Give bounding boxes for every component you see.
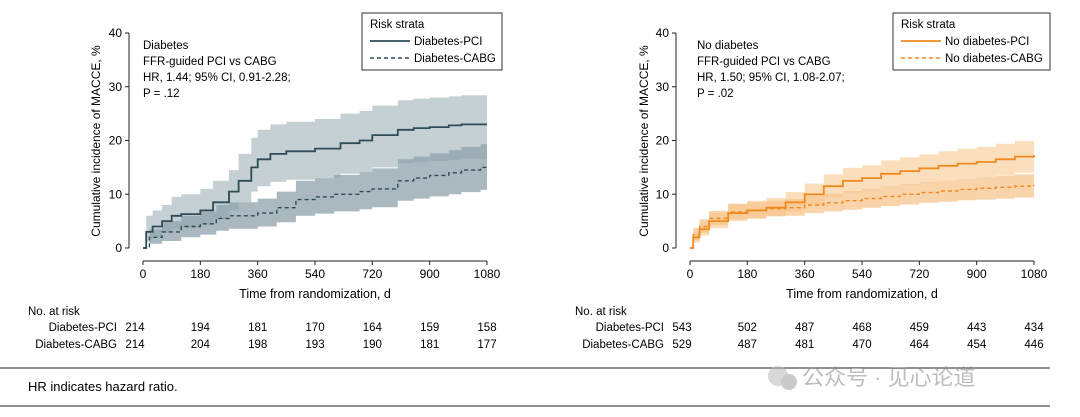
at-risk-value: 177 (477, 339, 496, 351)
y-tick-label: 10 (109, 187, 123, 201)
at-risk-value: 159 (420, 322, 439, 334)
at-risk-value: 468 (852, 322, 871, 334)
at-risk-value: 194 (191, 322, 211, 334)
annotation-p-value: P = .12 (143, 88, 180, 100)
watermark-text: 公众号 · 见心论道 (802, 365, 976, 390)
y-tick-label: 30 (656, 80, 670, 94)
y-tick-label: 10 (656, 187, 670, 201)
at-risk-header: No. at risk (28, 306, 80, 318)
y-tick-label: 40 (109, 26, 123, 40)
y-axis-label: Cumulative incidence of MACCE, % (89, 45, 103, 237)
watermark: 公众号 · 见心论道 (768, 365, 976, 390)
at-risk-group-label: Diabetes-PCI (596, 322, 664, 334)
x-tick-label: 180 (737, 267, 757, 281)
at-risk-value: 470 (852, 339, 871, 351)
x-tick-label: 0 (687, 267, 694, 281)
annotation-title: Diabetes (143, 40, 189, 52)
x-tick-label: 0 (140, 267, 147, 281)
at-risk-value: 529 (672, 339, 691, 351)
at-risk-group-label: Diabetes-PCI (49, 322, 117, 334)
series-line-cabg (143, 166, 487, 249)
y-tick-label: 0 (115, 241, 122, 255)
annotation-title: No diabetes (697, 40, 759, 52)
at-risk-value: 164 (363, 322, 383, 334)
at-risk-value: 446 (1024, 339, 1043, 351)
series-line-pci (143, 123, 487, 249)
at-risk-value: 181 (420, 339, 439, 351)
at-risk-value: 198 (248, 339, 267, 351)
x-tick-label: 1080 (1021, 267, 1048, 281)
at-risk-value: 190 (363, 339, 382, 351)
x-tick-label: 1080 (474, 267, 501, 281)
at-risk-table: No. at risk Diabetes-PCI Diabetes-CABG 5… (575, 306, 1044, 351)
plot-area: 0 10 20 30 40 0 180 360 540 720 900 1080 (109, 26, 501, 281)
at-risk-value: 464 (910, 339, 930, 351)
at-risk-value: 443 (967, 322, 986, 334)
legend-label-pci: No diabetes-PCI (945, 36, 1029, 48)
x-tick-label: 900 (420, 267, 440, 281)
at-risk-value: 454 (967, 339, 987, 351)
legend-box (361, 12, 503, 71)
wechat-icon-bubble (781, 374, 797, 390)
at-risk-header: No. at risk (575, 306, 627, 318)
panel-annotation: No diabetes FFR-guided PCI vs CABG HR, 1… (697, 40, 845, 100)
legend-label-cabg: Diabetes-CABG (414, 53, 496, 65)
legend-label-pci: Diabetes-PCI (414, 36, 482, 48)
at-risk-value: 193 (305, 339, 324, 351)
at-risk-value: 204 (191, 339, 211, 351)
at-risk-value: 214 (125, 322, 145, 334)
at-risk-value: 158 (477, 322, 496, 334)
at-risk-value: 543 (672, 322, 691, 334)
annotation-comparison: FFR-guided PCI vs CABG (143, 56, 277, 68)
at-risk-group-label: Diabetes-CABG (582, 339, 664, 351)
x-tick-label: 540 (852, 267, 872, 281)
legend: Risk strata Diabetes-PCI Diabetes-CABG (361, 12, 503, 71)
ci-band-cabg (143, 144, 487, 248)
y-axis-label: Cumulative incidence of MACCE, % (637, 45, 651, 237)
diabetes-chart-panel: Cumulative incidence of MACCE, % Time fr… (28, 12, 503, 351)
at-risk-value: 434 (1024, 322, 1044, 334)
y-tick-label: 20 (109, 134, 123, 148)
at-risk-table: No. at risk Diabetes-PCI Diabetes-CABG 2… (28, 306, 497, 351)
at-risk-value: 459 (910, 322, 929, 334)
x-tick-label: 360 (795, 267, 815, 281)
no-diabetes-chart-panel: Cumulative incidence of MACCE, % Time fr… (575, 12, 1051, 351)
at-risk-value: 487 (795, 322, 814, 334)
annotation-p-value: P = .02 (697, 88, 734, 100)
annotation-hazard-ratio: HR, 1.50; 95% CI, 1.08-2.07; (697, 72, 845, 84)
legend-title: Risk strata (370, 19, 425, 31)
at-risk-value: 502 (738, 322, 757, 334)
plot-area: 0 10 20 30 40 0 180 360 540 720 900 1080 (656, 26, 1048, 281)
y-tick-label: 30 (109, 80, 123, 94)
annotation-hazard-ratio: HR, 1.44; 95% CI, 0.91-2.28; (143, 72, 291, 84)
panel-annotation: Diabetes FFR-guided PCI vs CABG HR, 1.44… (143, 40, 291, 100)
x-axis-label: Time from randomization, d (239, 287, 391, 301)
x-tick-label: 720 (362, 267, 382, 281)
series-line-pci (690, 155, 1035, 249)
y-tick-label: 40 (656, 26, 670, 40)
at-risk-value: 214 (125, 339, 145, 351)
at-risk-value: 181 (248, 322, 267, 334)
x-axis-label: Time from randomization, d (786, 287, 938, 301)
at-risk-group-label: Diabetes-CABG (35, 339, 117, 351)
x-tick-label: 540 (305, 267, 325, 281)
at-risk-value: 170 (305, 322, 324, 334)
legend-label-cabg: No diabetes-CABG (945, 53, 1043, 65)
at-risk-value: 487 (738, 339, 757, 351)
y-tick-label: 0 (662, 241, 669, 255)
footnote: HR indicates hazard ratio. (28, 379, 178, 394)
legend-title: Risk strata (901, 19, 956, 31)
series-line-cabg (690, 185, 1035, 249)
at-risk-value: 481 (795, 339, 814, 351)
x-tick-label: 180 (190, 267, 210, 281)
legend: Risk strata No diabetes-PCI No diabetes-… (892, 12, 1051, 71)
x-tick-label: 900 (967, 267, 987, 281)
y-tick-label: 20 (656, 134, 670, 148)
x-tick-label: 720 (909, 267, 929, 281)
x-tick-label: 360 (248, 267, 268, 281)
annotation-comparison: FFR-guided PCI vs CABG (697, 56, 831, 68)
